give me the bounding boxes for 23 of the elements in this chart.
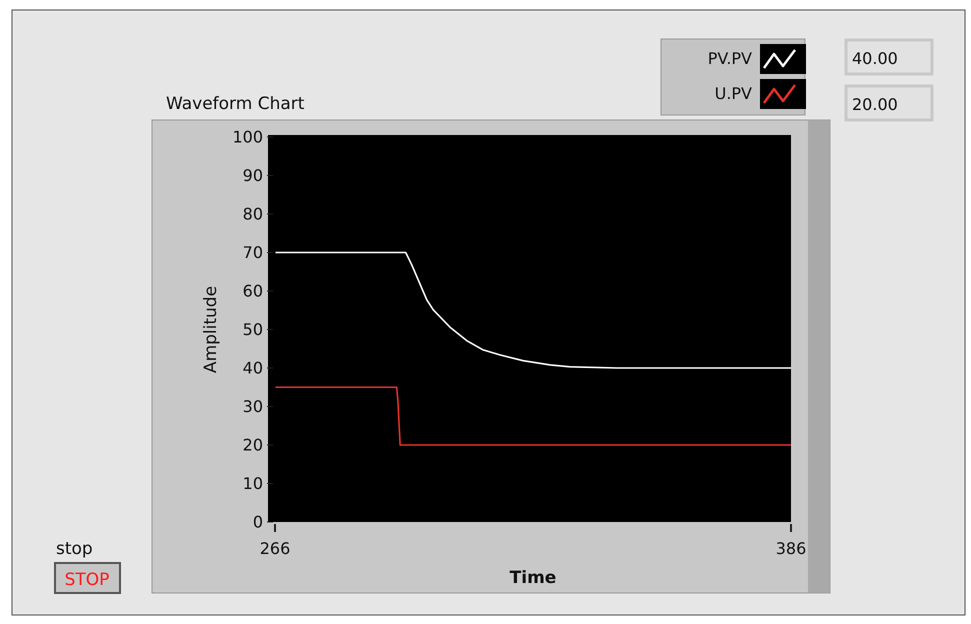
y-tick-label: 0 [252, 512, 263, 532]
y-tick-label: 10 [242, 474, 263, 494]
text: STOP [64, 570, 110, 590]
x-tick-label: 386 [776, 539, 806, 558]
y-tick-label: 100 [232, 128, 263, 147]
y-tick-label: 60 [242, 282, 263, 301]
y-tick-label: 40 [242, 358, 263, 378]
text: 40.00 [852, 49, 898, 68]
y-tick-label: 80 [242, 204, 263, 224]
x-tick-label: 266 [260, 539, 290, 558]
y-tick-label: 20 [242, 436, 263, 455]
line-series [274, 252, 791, 369]
legend-label: PV.PV [708, 49, 752, 68]
text: 20.00 [852, 95, 898, 114]
y-tick-label: 90 [242, 166, 263, 186]
y-tick-label: 30 [242, 397, 263, 416]
x-axis-title: Time [510, 568, 556, 588]
text: stop [56, 539, 93, 559]
chart-title: Waveform Chart [166, 94, 305, 114]
legend-label: U.PV [714, 84, 752, 103]
y-tick-label: 50 [242, 320, 263, 340]
y-tick-label: 70 [242, 243, 263, 262]
y-axis-title: Amplitude [201, 286, 221, 374]
